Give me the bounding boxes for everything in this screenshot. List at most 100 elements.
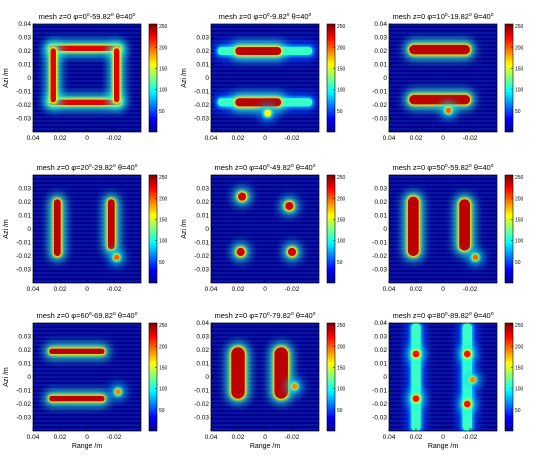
y-tick-label: 0 xyxy=(383,226,387,233)
x-axis-label: Range /m xyxy=(428,443,459,450)
colorbar xyxy=(504,322,514,432)
title-segment: -29.82 xyxy=(92,163,113,172)
colorbar xyxy=(148,23,158,133)
x-tick-label: -0.02 xyxy=(285,434,300,441)
colorbar-tick-label: 100 xyxy=(159,88,168,94)
colorbar xyxy=(148,174,158,284)
colorbar-tick-label: 150 xyxy=(159,217,168,223)
feature-3 xyxy=(467,249,484,266)
y-tick-label: -0.01 xyxy=(16,240,31,247)
y-tick-label: -0.01 xyxy=(372,89,387,96)
feature-core xyxy=(463,400,471,408)
title-degree-mark: o xyxy=(267,163,270,169)
colorbar xyxy=(504,23,514,133)
sidelobe-texture xyxy=(389,323,497,431)
sidelobe-texture xyxy=(211,175,319,283)
colorbar-tick-label: 150 xyxy=(515,66,524,72)
x-tick-label: -0.02 xyxy=(463,286,478,293)
y-tick-label: 0 xyxy=(27,226,31,233)
title-segment: θ=40 xyxy=(116,311,135,320)
feature-5 xyxy=(458,345,476,363)
title-segment: mesh z=0 φ=70 xyxy=(214,311,266,320)
chart-title: mesh z=0 φ=20o-29.82o θ=40o xyxy=(36,163,137,172)
feature-core xyxy=(236,247,245,256)
title-degree-mark: o xyxy=(469,163,472,169)
title-segment: θ=40 xyxy=(472,12,491,21)
feature-7 xyxy=(465,372,481,388)
y-tick-label: 0.02 xyxy=(18,48,31,55)
colorbar-tick-label: 100 xyxy=(337,88,346,94)
feature-core xyxy=(409,94,470,105)
title-segment: mesh z=0 φ=10 xyxy=(392,12,444,21)
x-tick-label: 0.04 xyxy=(205,434,218,441)
x-axis-label: Range /m xyxy=(250,443,281,450)
feature-4 xyxy=(230,93,287,112)
title-degree-mark: o xyxy=(113,163,116,169)
feature-3 xyxy=(45,43,61,108)
y-tick-label: 0.02 xyxy=(374,48,387,55)
y-tick-label: 0 xyxy=(27,75,31,82)
colorbar-tick-label: 50 xyxy=(159,260,165,266)
colorbar-tick-label: 50 xyxy=(159,408,165,414)
title-segment: -19.82 xyxy=(448,12,469,21)
colorbar-tick-label: 150 xyxy=(337,365,346,371)
y-tick-label: -0.03 xyxy=(372,415,387,422)
y-tick-label: 0.01 xyxy=(18,62,31,69)
colorbar-tick-label: 150 xyxy=(159,365,168,371)
title-degree-mark: o xyxy=(445,311,448,317)
colorbar-tick-label: 200 xyxy=(515,196,524,202)
colorbar-tick-label: 150 xyxy=(515,365,524,371)
colorbar-tick-label: 150 xyxy=(337,217,346,223)
colorbar-tick-label: 100 xyxy=(515,88,524,94)
feature-5 xyxy=(259,104,277,122)
title-segment: θ=40 xyxy=(290,12,309,21)
plot-area xyxy=(33,24,141,132)
title-segment: -59.82 xyxy=(90,12,111,21)
chart-title: mesh z=0 φ=80o-89.82o θ=40o xyxy=(392,311,493,320)
plot-area xyxy=(211,323,319,431)
y-tick-label: 0 xyxy=(27,374,31,381)
title-segment: θ=40 xyxy=(114,12,133,21)
x-tick-label: 0 xyxy=(263,434,267,441)
y-tick-label: -0.01 xyxy=(194,240,209,247)
y-tick-label: -0.03 xyxy=(16,267,31,274)
x-tick-label: 0.02 xyxy=(54,135,67,142)
title-degree-mark: o xyxy=(491,311,494,317)
feature-core xyxy=(49,395,105,402)
x-tick-label: 0.02 xyxy=(410,286,423,293)
y-axis-label: Azi /m xyxy=(181,219,188,239)
colorbar-tick-label: 50 xyxy=(337,109,343,115)
y-tick-label: 0.03 xyxy=(196,334,209,341)
y-tick-label: -0.03 xyxy=(194,116,209,123)
chart-title: mesh z=0 φ=70o-79.82o θ=40o xyxy=(214,311,315,320)
feature-core xyxy=(412,350,420,358)
feature-2 xyxy=(102,194,120,255)
y-tick-label: -0.02 xyxy=(372,102,387,109)
title-degree-mark: o xyxy=(313,163,316,169)
feature-core xyxy=(472,254,479,261)
colorbar-tick-label: 200 xyxy=(515,45,524,51)
plot-area xyxy=(389,24,497,132)
y-tick-label: -0.01 xyxy=(194,89,209,96)
y-axis-label: Azi /m xyxy=(3,367,10,387)
y-tick-label: -0.02 xyxy=(16,253,31,260)
feature-core xyxy=(287,247,297,256)
y-tick-label: 0.03 xyxy=(196,186,209,193)
plot-area xyxy=(33,323,141,431)
feature-core xyxy=(115,389,121,395)
feature-core xyxy=(231,347,245,399)
feature-2 xyxy=(269,342,293,404)
colorbar-tick-label: 150 xyxy=(159,66,168,72)
y-tick-label: -0.01 xyxy=(16,388,31,395)
x-tick-label: 0.02 xyxy=(410,135,423,142)
feature-4 xyxy=(407,390,425,407)
x-tick-label: 0.02 xyxy=(232,434,245,441)
title-degree-mark: o xyxy=(309,12,312,18)
colorbar-tick-label: 250 xyxy=(337,175,346,181)
x-tick-label: 0.04 xyxy=(27,286,40,293)
title-segment: -89.82 xyxy=(448,311,469,320)
